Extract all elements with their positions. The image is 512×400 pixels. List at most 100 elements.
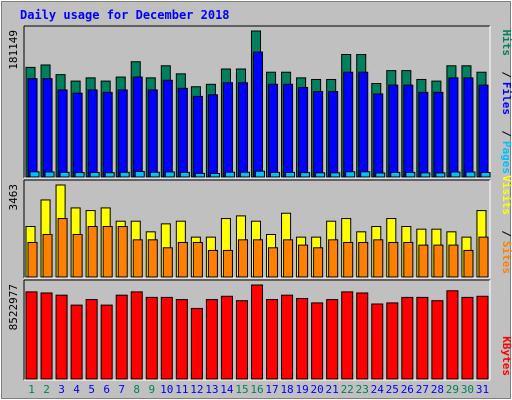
bar-pages-day-11 [179,171,190,178]
bar-kbytes-day-7 [115,294,128,380]
bar-sites-day-8 [132,239,143,278]
bar-kbytes-day-13 [205,299,218,380]
bar-kbytes-day-1 [25,291,38,380]
panel-side-labels: KBytes [500,336,512,376]
bar-pages-day-14 [224,171,235,178]
bar-pages-day-22 [345,171,356,178]
bar-files-day-11 [177,87,188,178]
bar-kbytes-day-9 [145,296,158,380]
bar-files-day-22 [343,71,354,178]
bar-files-day-12 [192,95,203,178]
bar-pages-day-10 [164,171,175,178]
side-label-visits: Visits [500,175,512,215]
bar-kbytes-day-15 [235,300,248,380]
day-label-17: 17 [265,383,278,396]
bar-pages-day-13 [209,172,220,178]
day-label-4: 4 [73,383,80,396]
bar-sites-day-3 [57,218,68,278]
bar-pages-day-29 [450,171,461,178]
day-label-29: 29 [446,383,459,396]
bar-pages-day-7 [119,171,130,178]
side-label-pages: Pages [500,141,512,174]
bar-kbytes-day-12 [190,307,203,380]
bar-pages-day-9 [149,171,160,178]
day-label-1: 1 [28,383,35,396]
bar-files-day-6 [102,91,113,178]
side-label-hits: Hits [500,30,512,57]
bar-pages-day-21 [330,172,341,178]
bar-kbytes-day-29 [446,290,459,380]
bar-kbytes-day-6 [100,304,113,380]
bar-kbytes-day-19 [296,297,309,380]
bar-kbytes-day-31 [476,295,489,380]
bar-sites-day-17 [268,247,279,278]
bar-kbytes-day-14 [220,295,233,380]
bar-files-day-30 [463,77,474,178]
bar-files-day-18 [283,83,294,178]
series-sites [27,218,489,278]
series-files [27,51,489,178]
bar-pages-day-27 [420,172,431,178]
bar-files-day-23 [358,71,369,178]
bar-files-day-5 [87,89,98,178]
bar-files-day-13 [207,94,218,178]
panel-max-label: 181149 [7,30,20,70]
chart-panels: 181149 Pages / Files / Hits 3463 Sites / Vi… [7,25,512,381]
bar-sites-day-26 [403,241,414,278]
bar-kbytes-day-20 [311,302,324,380]
panel-side-labels: Pages / Files / Hits [500,30,512,175]
bar-files-day-25 [388,84,399,178]
bar-pages-day-1 [29,171,40,178]
bar-pages-day-24 [375,172,386,178]
bar-pages-day-5 [89,171,100,178]
bar-kbytes-day-16 [250,284,264,380]
day-label-10: 10 [160,383,173,396]
bar-sites-day-24 [373,239,384,278]
bar-files-day-14 [222,82,233,178]
bar-files-day-29 [448,77,459,178]
bar-sites-day-15 [237,239,248,278]
bar-pages-day-23 [360,171,371,178]
bar-files-day-21 [328,91,339,178]
bar-sites-day-31 [478,236,489,278]
bar-pages-day-12 [194,172,205,178]
side-label-files: Files [500,82,512,115]
bar-sites-day-27 [418,244,429,278]
day-label-15: 15 [235,383,248,396]
bar-kbytes-day-25 [386,302,399,380]
series-kbytes [25,284,489,380]
bar-sites-day-19 [298,244,309,278]
bar-kbytes-day-4 [70,304,83,380]
bar-kbytes-day-21 [326,299,339,380]
bar-files-day-1 [27,78,38,178]
bar-files-day-31 [478,84,489,178]
bar-kbytes-day-8 [130,291,143,380]
panel-hits-files-pages: 181149 Pages / Files / Hits [7,25,512,179]
bar-pages-day-15 [239,171,250,178]
bar-sites-day-25 [388,241,399,278]
day-label-11: 11 [175,383,188,396]
bar-kbytes-day-27 [416,296,429,380]
bar-sites-day-30 [463,249,474,278]
panel-visits-sites: 3463 Sites / Visits [7,175,512,279]
bar-pages-day-2 [44,171,55,178]
side-label-separator: / [500,130,512,137]
bar-pages-day-6 [104,172,115,178]
day-label-21: 21 [326,383,339,396]
bar-files-day-28 [433,91,444,178]
chart-title: Daily usage for December 2018 [20,8,230,22]
day-label-23: 23 [356,383,369,396]
side-label-separator: / [500,71,512,78]
day-label-6: 6 [103,383,110,396]
day-label-20: 20 [311,383,324,396]
day-label-25: 25 [386,383,399,396]
bar-files-day-4 [72,92,83,178]
bar-sites-day-7 [117,226,128,278]
x-axis-day-labels: 1 2 3 4 5 6 7 8 9 10 11 12 13 14 15 16 17 18 19 20 21 22 23 24 2… [28,383,489,396]
bar-files-day-19 [298,87,309,178]
bar-sites-day-16 [252,239,264,278]
bar-pages-day-20 [315,172,326,178]
bar-sites-day-14 [222,249,233,278]
bar-files-day-16 [252,51,264,178]
